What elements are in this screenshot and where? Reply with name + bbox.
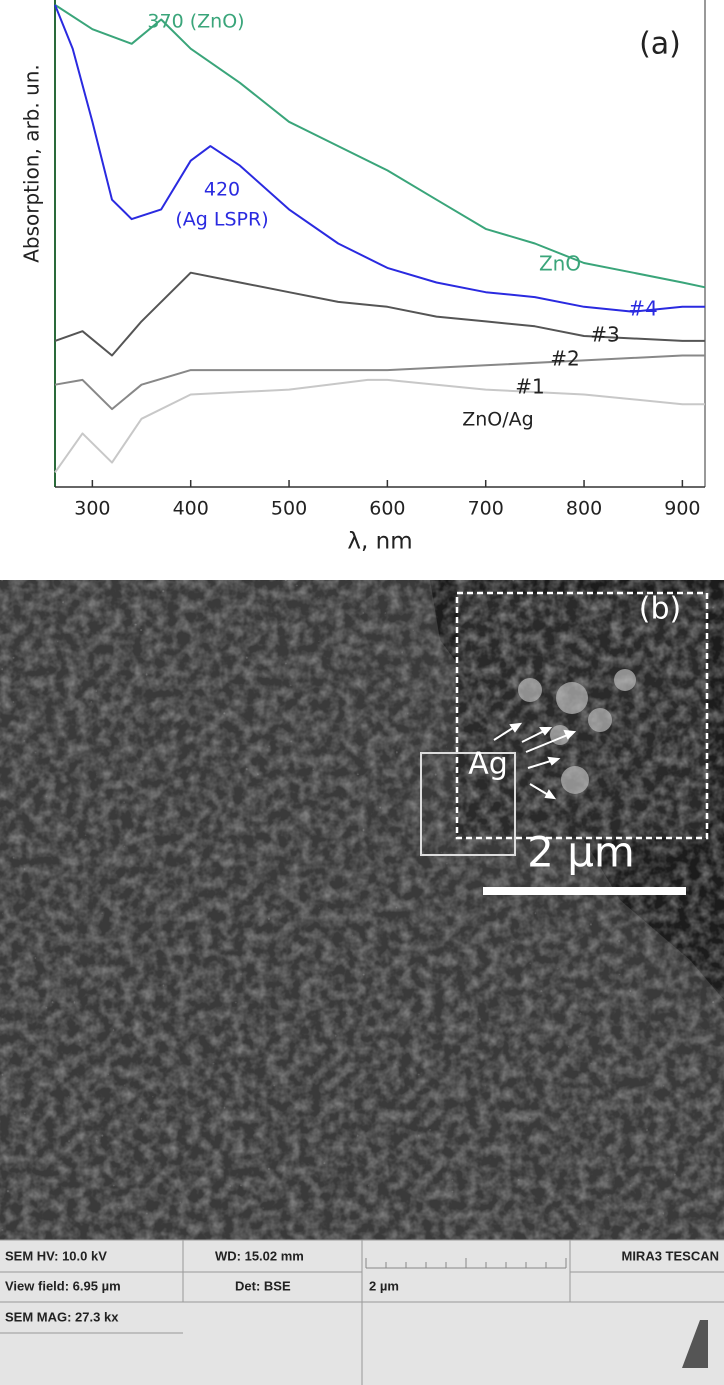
series-line — [54, 378, 705, 473]
info-bar-label: 2 µm — [369, 1278, 399, 1293]
series-line — [54, 271, 705, 357]
inset-texture — [457, 593, 707, 838]
inset-label: Ag — [468, 747, 508, 782]
y-axis-title: Absorption, arb. un. — [20, 64, 44, 263]
ag-arrows — [493, 722, 577, 800]
series-label: #1 — [515, 375, 544, 399]
info-detector: Det: BSE — [235, 1278, 291, 1293]
info-wd: WD: 15.02 mm — [215, 1248, 304, 1263]
series-label: #3 — [590, 323, 619, 347]
inset-frame — [455, 591, 709, 840]
panel-label: (a) — [639, 27, 681, 62]
series-label: ZnO — [539, 252, 581, 276]
x-tick-label: 700 — [468, 498, 504, 520]
sem-panel: Ag (b) 2 µm — [0, 580, 724, 1240]
logo — [682, 1320, 708, 1368]
x-tick-label: 300 — [74, 498, 110, 520]
info-hv: SEM HV: 10.0 kV — [5, 1248, 107, 1263]
absorption-chart: 300 400 500 600 700 800 900 λ, nm Absorption, ar… — [20, 0, 706, 555]
annotation: (Ag LSPR) — [175, 209, 268, 231]
series-label: #4 — [628, 297, 657, 321]
zoom-box — [420, 752, 516, 856]
info-bar: SEM HV: 10.0 kV WD: 15.02 mm MIRA3 TESCA… — [0, 1239, 724, 1385]
annotation: ZnO/Ag — [462, 409, 533, 431]
x-axis-title: λ, nm — [347, 529, 412, 555]
scale-bar-label: 2 µm — [527, 828, 635, 877]
annotation: 370 (ZnO) — [147, 11, 244, 33]
x-tick-label: 600 — [369, 498, 405, 520]
x-tick-label: 800 — [566, 498, 602, 520]
series-line — [54, 4, 705, 313]
x-tick-label: 900 — [664, 498, 700, 520]
x-tick-label: 400 — [173, 498, 209, 520]
series-line — [54, 354, 705, 411]
info-mag: SEM MAG: 27.3 kx — [5, 1309, 119, 1324]
info-ruler — [365, 1258, 567, 1269]
x-tick-label: 500 — [271, 498, 307, 520]
annotation: 420 — [204, 179, 240, 201]
series-label: #2 — [550, 347, 579, 371]
series-line — [54, 4, 706, 289]
scale-bar — [483, 887, 686, 895]
info-grid — [0, 1239, 724, 1385]
panel-label: (b) — [639, 592, 681, 627]
info-view-field: View field: 6.95 µm — [5, 1278, 121, 1293]
info-instrument: MIRA3 TESCAN — [621, 1248, 719, 1263]
